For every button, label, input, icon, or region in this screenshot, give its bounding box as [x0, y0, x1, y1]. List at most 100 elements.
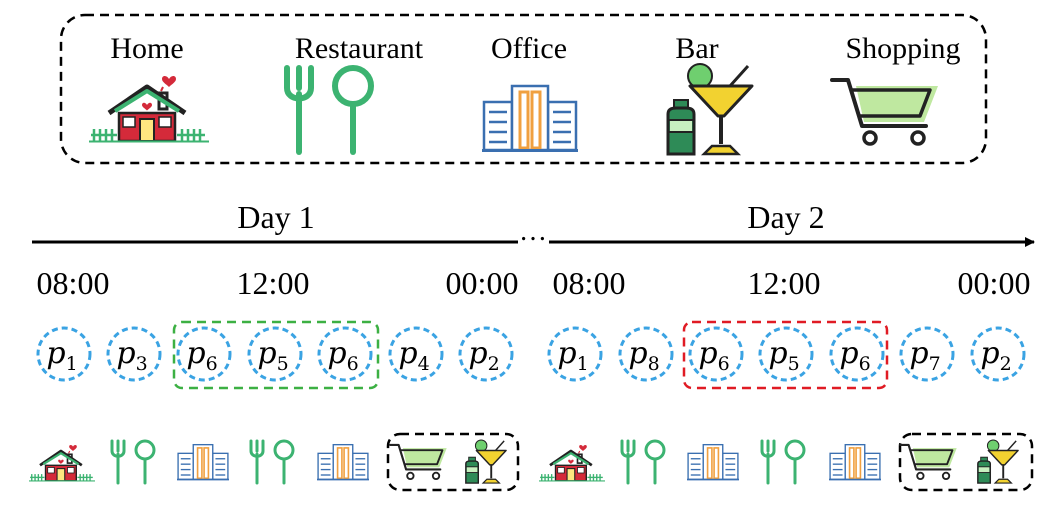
- poi-circle: [36, 326, 92, 382]
- poi-label: p3: [116, 336, 147, 375]
- poi-node: p6: [688, 326, 744, 382]
- poi-label-base: p: [327, 336, 346, 371]
- home-icon: [89, 76, 209, 142]
- office-icon: [177, 443, 229, 481]
- legend-frame: [59, 13, 988, 165]
- bar-icon: [666, 62, 754, 156]
- poi-label-base: p: [557, 336, 576, 371]
- poi-label-subscript: 2: [488, 353, 500, 375]
- poi-label-base: p: [46, 336, 65, 371]
- poi-label-base: p: [839, 336, 858, 371]
- poi-node: p1: [36, 326, 92, 382]
- poi-label-subscript: 3: [136, 353, 148, 375]
- home-icon: [29, 443, 95, 483]
- poi-circle: [317, 326, 373, 382]
- poi-label: p6: [698, 336, 729, 375]
- poi-node: p2: [970, 326, 1026, 382]
- poi-node: p6: [829, 326, 885, 382]
- poi-circle: [247, 326, 303, 382]
- day1-time-mid: 12:00: [237, 265, 310, 301]
- day2-label: Day 2: [747, 199, 824, 235]
- restaurant-icon: [620, 439, 666, 485]
- visit-icon-sequences: [29, 432, 1034, 492]
- poi-node: p6: [317, 326, 373, 382]
- poi-circle: [176, 326, 232, 382]
- legend-label-office: Office: [491, 32, 567, 65]
- poi-label: p2: [980, 336, 1011, 375]
- poi-label-subscript: 5: [788, 353, 800, 375]
- poi-circle: [388, 326, 444, 382]
- poi-label-base: p: [257, 336, 276, 371]
- day1-label: Day 1: [237, 199, 314, 235]
- poi-label-base: p: [698, 336, 717, 371]
- poi-node: p1: [547, 326, 603, 382]
- day1-visit-group-box: [386, 432, 520, 492]
- home-icon: [539, 443, 605, 483]
- legend-label-bar: Bar: [675, 32, 718, 65]
- shopping-icon: [830, 78, 940, 146]
- poi-label: p7: [909, 336, 940, 375]
- poi-circle: [829, 326, 885, 382]
- poi-label: p1: [46, 336, 77, 375]
- shopping-icon: [389, 443, 448, 481]
- poi-label-subscript: 5: [277, 353, 289, 375]
- poi-label: p4: [398, 336, 429, 375]
- poi-node: p2: [458, 326, 514, 382]
- poi-sequences: p1 p3 p6 p5 p6 p4 p2 p1 p8 p6 p5 p6 p7 p2: [36, 320, 1026, 390]
- poi-label-base: p: [628, 336, 647, 371]
- office-icon: [317, 443, 369, 481]
- poi-label: p5: [257, 336, 288, 375]
- restaurant-icon: [760, 439, 806, 485]
- legend-label-shopping: Shopping: [845, 32, 960, 65]
- day2-visit-group-box: [898, 432, 1034, 492]
- poi-label-subscript: 7: [929, 353, 941, 375]
- day1-highlight-box: [172, 320, 380, 390]
- poi-node: p5: [247, 326, 303, 382]
- day2-time-start: 08:00: [553, 265, 626, 301]
- poi-label-base: p: [980, 336, 999, 371]
- poi-circle: [758, 326, 814, 382]
- category-legend: Home Restaurant Office Bar Shopping: [59, 13, 988, 165]
- legend-label-restaurant: Restaurant: [295, 32, 424, 65]
- day2-highlight-box: [682, 320, 889, 390]
- poi-label-subscript: 8: [648, 353, 660, 375]
- poi-label: p6: [327, 336, 358, 375]
- day2-time-mid: 12:00: [748, 265, 821, 301]
- poi-label-subscript: 1: [577, 353, 589, 375]
- shopping-icon: [899, 443, 958, 481]
- poi-label: p5: [768, 336, 799, 375]
- day1-time-start: 08:00: [37, 265, 110, 301]
- poi-circle: [688, 326, 744, 382]
- poi-node: p7: [899, 326, 955, 382]
- poi-label-subscript: 4: [418, 353, 430, 375]
- timeline-ellipsis: …: [519, 216, 547, 247]
- office-icon: [687, 443, 739, 481]
- poi-label-base: p: [468, 336, 487, 371]
- timeline: Day 1 Day 2 … 08:00 12:00 00:00 08:00 12…: [32, 199, 1035, 301]
- poi-node: p3: [106, 326, 162, 382]
- restaurant-icon: [249, 439, 295, 485]
- poi-label-subscript: 2: [1000, 353, 1012, 375]
- poi-label-base: p: [768, 336, 787, 371]
- poi-label: p1: [557, 336, 588, 375]
- legend-label-home: Home: [110, 32, 183, 65]
- poi-label-subscript: 6: [859, 353, 871, 375]
- poi-label: p6: [186, 336, 217, 375]
- poi-circle: [899, 326, 955, 382]
- poi-label-base: p: [398, 336, 417, 371]
- office-icon: [829, 443, 881, 481]
- poi-circle: [106, 326, 162, 382]
- poi-node: p4: [388, 326, 444, 382]
- poi-node: p6: [176, 326, 232, 382]
- poi-label-base: p: [116, 336, 135, 371]
- poi-label-subscript: 6: [206, 353, 218, 375]
- poi-node: p8: [618, 326, 674, 382]
- bar-icon: [976, 439, 1020, 485]
- office-icon: [482, 84, 578, 153]
- poi-circle: [458, 326, 514, 382]
- poi-circle: [547, 326, 603, 382]
- bar-icon: [464, 439, 508, 485]
- restaurant-icon: [110, 439, 156, 485]
- day1-time-end: 00:00: [446, 265, 519, 301]
